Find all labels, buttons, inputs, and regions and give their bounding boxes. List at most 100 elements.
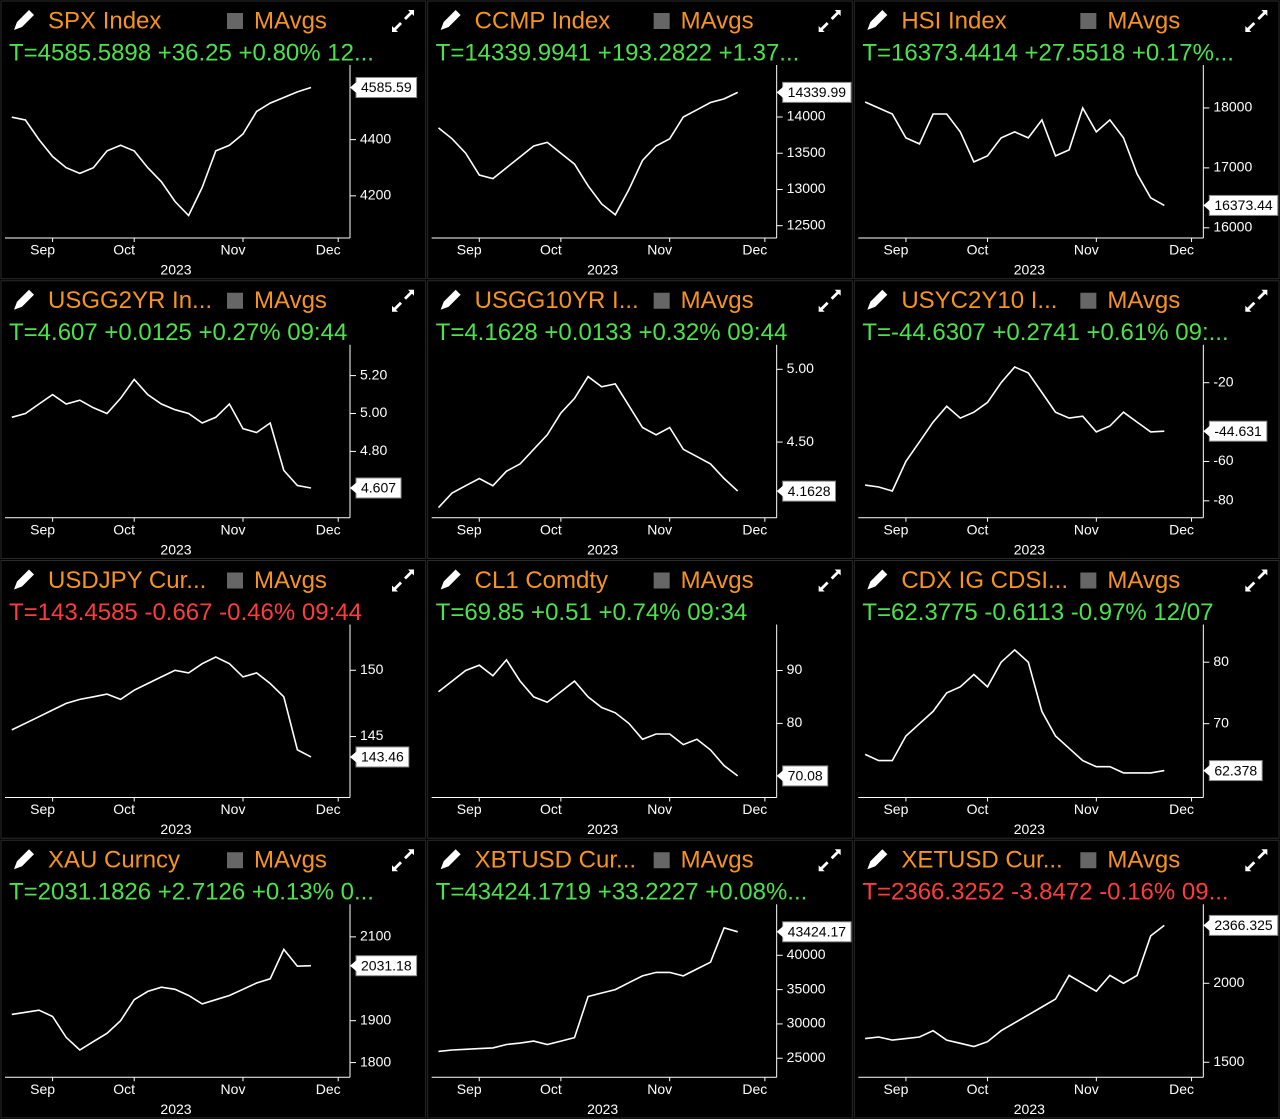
mavgs-label: MAvgs: [681, 287, 754, 314]
x-tick-label: Oct: [113, 801, 135, 817]
panel: [0, 560, 427, 839]
mavgs-label: MAvgs: [681, 7, 754, 34]
mavgs-label: MAvgs: [1107, 287, 1180, 314]
x-axis-label: 2023: [160, 821, 191, 837]
x-tick-label: Dec: [742, 242, 767, 258]
expand-icon[interactable]: [392, 289, 414, 312]
mavgs-label: MAvgs: [254, 7, 327, 34]
panel: [853, 280, 1280, 559]
mavgs-checkbox[interactable]: [227, 572, 243, 589]
x-tick-label: Dec: [742, 521, 767, 537]
chart-title: XAU Curncy: [48, 847, 180, 874]
last-value-pointer: [1203, 764, 1211, 777]
mavgs-checkbox[interactable]: [1080, 572, 1097, 589]
last-value-pointer: [350, 81, 357, 94]
last-value-pointer: [350, 959, 357, 972]
last-value-label: 143.46: [361, 749, 404, 765]
y-tick-label: -80: [1213, 492, 1233, 508]
y-tick-label: 4.50: [787, 433, 814, 449]
mavgs-checkbox[interactable]: [653, 572, 670, 589]
expand-icon[interactable]: [392, 10, 414, 32]
mavgs-label: MAvgs: [681, 847, 754, 874]
y-tick-label: 70: [1213, 714, 1229, 730]
expand-icon[interactable]: [818, 849, 841, 872]
expand-icon[interactable]: [1245, 849, 1268, 872]
mavgs-checkbox[interactable]: [1080, 13, 1097, 29]
last-value-label: 2031.18: [361, 957, 412, 973]
edit-icon[interactable]: [867, 849, 888, 870]
last-value-tag: 16373.44: [1203, 194, 1279, 216]
mavgs-checkbox[interactable]: [1080, 292, 1097, 309]
last-value-tag: 4.1628: [776, 480, 836, 502]
expand-icon[interactable]: [1245, 569, 1268, 592]
y-tick-label: 150: [360, 661, 384, 677]
x-axis-label: 2023: [1014, 1101, 1045, 1117]
mavgs-label: MAvgs: [1107, 847, 1180, 874]
quote-line: T=-44.6307 +0.2741 +0.61% 09:...: [862, 319, 1228, 346]
price-line: [11, 86, 312, 217]
panel: [0, 280, 427, 559]
edit-icon[interactable]: [14, 10, 34, 30]
chart-title: XBTUSD Cur...: [475, 847, 636, 874]
price-line: [437, 91, 739, 217]
edit-icon[interactable]: [440, 289, 461, 310]
last-value-pointer: [1203, 425, 1211, 438]
x-tick-label: Dec: [1169, 521, 1194, 537]
edit-icon[interactable]: [867, 289, 888, 310]
x-tick-label: Sep: [30, 1081, 55, 1097]
y-tick-label: 25000: [787, 1049, 826, 1065]
expand-icon[interactable]: [392, 849, 414, 872]
chart-title: USGG10YR I...: [475, 287, 639, 314]
expand-icon[interactable]: [1245, 289, 1268, 312]
mavgs-checkbox[interactable]: [227, 292, 243, 309]
x-tick-label: Oct: [113, 1081, 135, 1097]
quote-line: T=4.607 +0.0125 +0.27% 09:44: [9, 319, 347, 346]
edit-icon[interactable]: [14, 289, 34, 310]
y-tick-label: 13000: [787, 180, 826, 196]
x-tick-label: Sep: [883, 801, 908, 817]
expand-icon[interactable]: [818, 10, 841, 32]
y-tick-label: 2000: [1213, 974, 1244, 990]
x-axis-label: 2023: [160, 262, 191, 278]
edit-icon[interactable]: [867, 569, 888, 590]
panel: [427, 560, 853, 839]
y-tick-label: 1800: [360, 1053, 391, 1069]
edit-icon[interactable]: [440, 849, 461, 870]
mavgs-checkbox[interactable]: [653, 852, 670, 869]
expand-icon[interactable]: [818, 289, 841, 312]
expand-icon[interactable]: [392, 569, 414, 592]
mavgs-checkbox[interactable]: [653, 13, 670, 29]
y-tick-label: 40000: [787, 946, 826, 962]
y-tick-label: 4200: [360, 187, 391, 203]
last-value-tag: 4585.59: [350, 76, 418, 98]
x-tick-label: Sep: [883, 521, 908, 537]
price-line: [865, 924, 1165, 1048]
edit-icon[interactable]: [440, 569, 461, 590]
last-value-pointer: [350, 481, 357, 494]
expand-icon[interactable]: [1245, 10, 1268, 32]
y-tick-label: 80: [1213, 653, 1229, 669]
y-tick-label: 90: [787, 661, 803, 677]
y-tick-label: 5.00: [787, 360, 814, 376]
edit-icon[interactable]: [867, 10, 888, 30]
mavgs-label: MAvgs: [254, 847, 327, 874]
edit-icon[interactable]: [440, 10, 461, 30]
edit-icon[interactable]: [14, 849, 34, 870]
mavgs-checkbox[interactable]: [227, 13, 243, 29]
y-tick-label: 80: [787, 714, 803, 730]
edit-icon[interactable]: [14, 569, 34, 590]
x-tick-label: Sep: [30, 521, 55, 537]
price-line: [11, 947, 312, 1052]
mavgs-checkbox[interactable]: [1080, 852, 1097, 869]
x-tick-label: Oct: [540, 801, 562, 817]
mavgs-checkbox[interactable]: [653, 292, 670, 309]
quote-line: T=2031.1826 +2.7126 +0.13% 0...: [9, 879, 374, 906]
y-tick-label: 1900: [360, 1011, 391, 1027]
expand-icon[interactable]: [818, 569, 841, 592]
last-value-label: 16373.44: [1214, 197, 1273, 213]
x-axis-label: 2023: [160, 541, 191, 557]
mavgs-checkbox[interactable]: [227, 852, 243, 869]
last-value-tag: -44.631: [1203, 420, 1268, 442]
last-value-pointer: [776, 86, 784, 99]
